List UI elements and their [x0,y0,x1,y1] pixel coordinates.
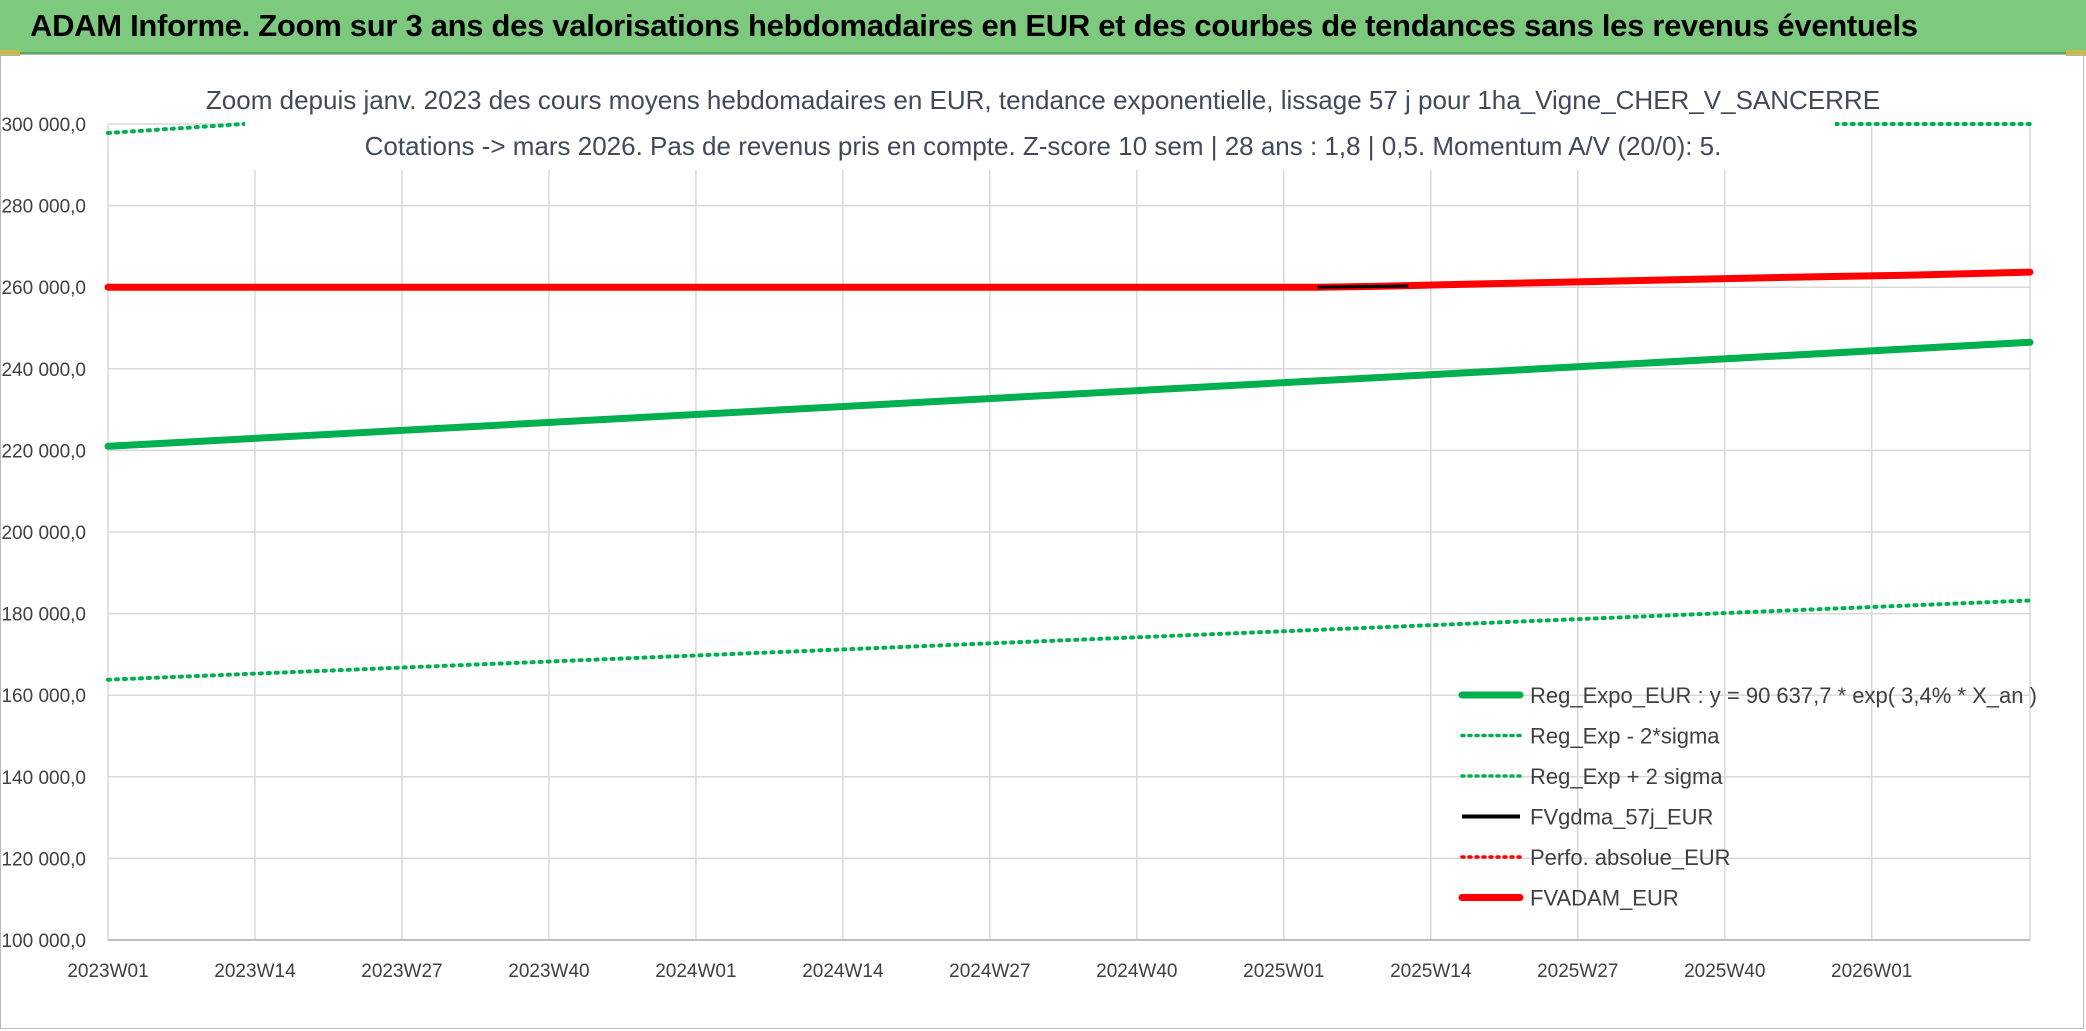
series-line-5 [104,268,2034,291]
chart-frame [0,54,2084,1029]
x-tick-label: 2023W14 [214,961,296,982]
report-banner: ADAM Informe. Zoom sur 3 ans des valoris… [0,0,2086,54]
y-tick-label: 160 000,0 [1,686,86,707]
corner-marker-left [0,50,20,56]
x-tick-label: 2026W01 [1831,961,1912,982]
y-tick-label: 280 000,0 [1,197,86,218]
y-tick-label: 180 000,0 [1,605,86,626]
series-line-2 [106,122,2032,135]
chart-title-background [245,70,1835,170]
report-title: ADAM Informe. Zoom sur 3 ans des valoris… [30,8,1918,43]
y-tick-label: 300 000,0 [1,115,86,136]
y-tick-label: 100 000,0 [1,931,86,952]
y-tick-label: 260 000,0 [1,278,86,299]
legend-label: Reg_Expo_EUR : y = 90 637,7 * exp( 3,4% … [1530,683,2037,708]
series-line-1 [106,598,2032,682]
legend-label: FVgdma_57j_EUR [1530,805,1713,830]
x-tick-label: 2023W01 [67,961,148,982]
y-tick-label: 140 000,0 [1,768,86,789]
x-tick-label: 2024W27 [949,961,1030,982]
x-tick-label: 2023W40 [508,961,589,982]
chart-title-line-1: Zoom depuis janv. 2023 des cours moyens … [206,85,1880,115]
legend-label: Perfo. absolue_EUR [1530,845,1731,870]
series-line-3 [1317,284,1409,289]
y-tick-label: 220 000,0 [1,441,86,462]
x-tick-label: 2024W01 [655,961,736,982]
chart-title-line-2: Cotations -> mars 2026. Pas de revenus p… [365,131,1722,161]
legend-label: Reg_Exp + 2 sigma [1530,764,1723,789]
x-tick-label: 2023W27 [361,961,442,982]
x-tick-label: 2025W27 [1537,961,1618,982]
y-tick-label: 200 000,0 [1,523,86,544]
corner-marker-right [2066,50,2086,56]
x-tick-label: 2025W14 [1390,961,1472,982]
series-line-0 [104,338,2034,450]
x-tick-label: 2025W40 [1684,961,1765,982]
x-tick-label: 2024W14 [802,961,884,982]
y-tick-label: 240 000,0 [1,360,86,381]
legend-label: Reg_Exp - 2*sigma [1530,724,1720,749]
x-tick-label: 2025W01 [1243,961,1324,982]
y-tick-label: 120 000,0 [1,849,86,870]
legend-label: FVADAM_EUR [1530,886,1679,911]
x-tick-label: 2024W40 [1096,961,1177,982]
